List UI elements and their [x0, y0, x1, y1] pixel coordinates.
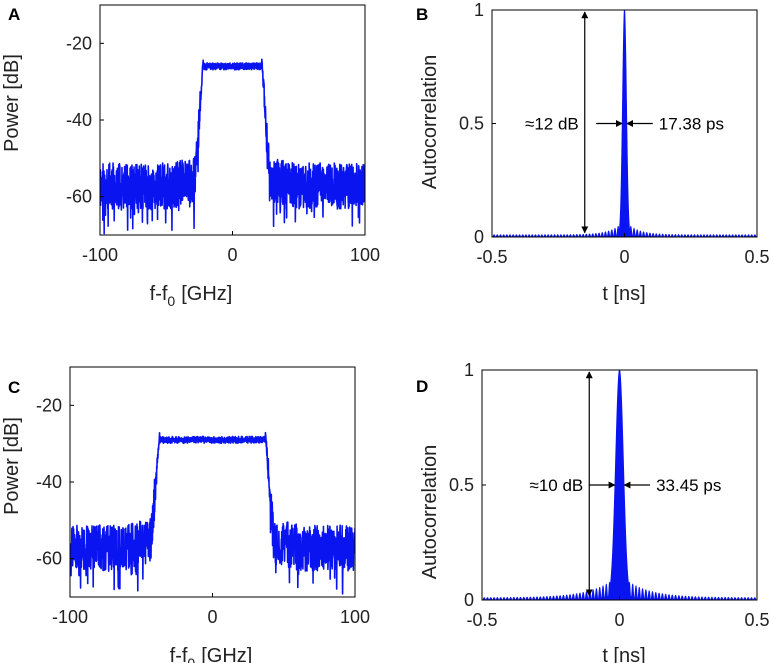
panel-b-x-tick-label-1: 0	[619, 247, 629, 267]
panel-a-power-spectrum-line	[100, 58, 365, 235]
panel-a-y-axis-label: Power [dB]	[1, 54, 23, 152]
panel-c-y-tick-label-1: -40	[36, 472, 62, 492]
panel-a-trace	[100, 58, 365, 235]
panel-b-y-tick-label-0: 0	[474, 227, 484, 247]
panel-d-width-label: 33.45 ps	[656, 476, 721, 495]
panel-c-x-axis-label: f-f0 [GHz]	[170, 645, 253, 663]
panel-d-x-axis-label: t [ns]	[602, 645, 645, 663]
panel-b-x-axis-label: t [ns]	[602, 283, 645, 305]
panel-c-x-tick-label-1: 0	[207, 607, 217, 627]
panel-d: -0.5 0 0.500.51 ≈10 dB 33.45 ps D Autocorr…	[416, 360, 770, 663]
panel-d-x-tick-label-0: -0.5	[466, 610, 497, 630]
panel-a-label: A	[8, 5, 20, 24]
panel-c-x-tick-label-2: 100	[340, 607, 370, 627]
panel-b-annotations: ≈12 dB 17.38 ps	[525, 11, 724, 234]
panel-b-y-tick-label-1: 0.5	[459, 114, 484, 134]
panel-c-x-axis-label-subscript: 0	[187, 655, 195, 663]
panel-d-annotations: ≈10 dB 33.45 ps	[529, 371, 721, 597]
panel-c-x-tick-label-0: -100	[52, 607, 88, 627]
panel-c-x-axis-label-unit: [GHz]	[201, 645, 252, 663]
panel-b-x-tick-label-2: 0.5	[744, 247, 769, 267]
panel-c-y-tick-label-0: -60	[36, 549, 62, 569]
panel-a-y-tick-label-1: -40	[66, 110, 92, 130]
panel-a-x-tick-label-2: 100	[350, 245, 380, 265]
panel-a-x-axis-label-unit: [GHz]	[181, 283, 232, 305]
panel-a-y-tick-label-0: -60	[66, 187, 92, 207]
panel-c-trace	[70, 431, 355, 595]
panel-a: -100 0 100-60-40-20 A Power [dB] f-f0 [GHz]	[1, 4, 380, 309]
panel-a-x-axis-label-main: f-f	[150, 283, 168, 305]
panel-d-y-tick-label-0: 0	[464, 590, 474, 610]
panel-d-y-tick-label-1: 0.5	[449, 475, 474, 495]
panel-b-width-label: 17.38 ps	[659, 115, 724, 134]
panel-b-y-tick-label-2: 1	[474, 0, 484, 20]
panel-a-x-tick-label-0: -100	[82, 245, 118, 265]
panel-b: -0.5 0 0.500.51 ≈12 dB 17.38 ps B Autocorr…	[416, 0, 770, 305]
panel-c-y-axis-label: Power [dB]	[1, 417, 23, 515]
panel-d-y-tick-label-2: 1	[464, 360, 474, 380]
panel-d-x-tick-label-2: 0.5	[744, 610, 769, 630]
panel-b-ticks: -0.5 0 0.500.51	[459, 0, 770, 267]
panel-b-y-axis-label: Autocorrelation	[419, 55, 441, 190]
panel-c-y-tick-label-2: -20	[36, 395, 62, 415]
panel-b-dynamic-range-label: ≈12 dB	[525, 115, 579, 134]
panel-b-x-tick-label-0: -0.5	[476, 247, 507, 267]
panel-a-ticks: -100 0 100 -60 -40 -20	[66, 33, 380, 265]
panel-a-x-axis-label: f-f0 [GHz]	[150, 283, 233, 309]
panel-d-label: D	[416, 377, 428, 396]
panel-a-x-tick-label-1: 0	[227, 245, 237, 265]
panel-b-label: B	[416, 5, 428, 24]
panel-c: -100 0 100-60-40-20 C Power [dB] f-f0 [GHz]	[1, 366, 370, 663]
panel-d-x-tick-label-1: 0	[614, 610, 624, 630]
panel-c-ticks: -100 0 100 -60 -40 -20	[36, 395, 370, 627]
panel-c-power-spectrum-line	[70, 431, 355, 595]
panel-d-ticks: -0.5 0 0.500.51	[449, 360, 770, 630]
panel-d-y-axis-label: Autocorrelation	[419, 445, 441, 580]
panel-c-label: C	[8, 378, 20, 397]
panel-d-dynamic-range-label: ≈10 dB	[529, 476, 583, 495]
panel-c-x-axis-label-main: f-f	[170, 645, 188, 663]
panel-a-y-tick-label-2: -20	[66, 33, 92, 53]
panel-a-x-axis-label-subscript: 0	[167, 293, 175, 309]
